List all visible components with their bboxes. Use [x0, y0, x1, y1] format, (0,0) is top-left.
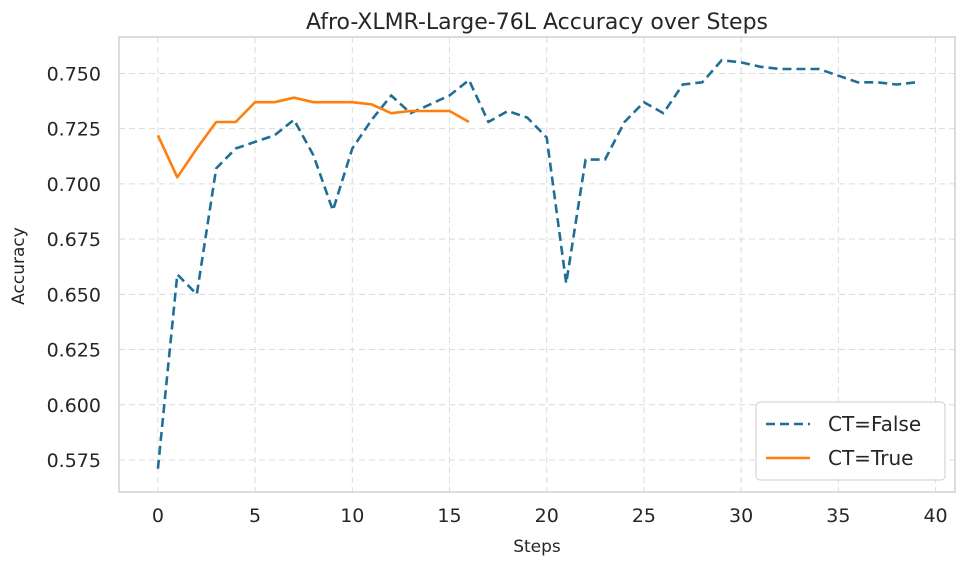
x-tick-label: 15: [437, 505, 461, 527]
y-tick-label: 0.650: [47, 284, 101, 306]
x-tick-label: 40: [923, 505, 947, 527]
series-line-ct-false: [156, 58, 917, 469]
y-tick-label: 0.575: [47, 450, 101, 472]
x-tick-label: 25: [632, 505, 656, 527]
plot-area-frame: [118, 36, 956, 493]
y-tick-label: 0.700: [47, 174, 101, 196]
y-tick-label: 0.625: [47, 340, 101, 362]
y-tick-label: 0.675: [47, 229, 101, 251]
legend-label: CT=True: [828, 446, 913, 470]
chart-title: Afro-XLMR-Large-76L Accuracy over Steps: [306, 10, 768, 35]
y-tick-label: 0.725: [47, 119, 101, 141]
y-tick-label: 0.600: [47, 395, 101, 417]
y-axis-ticks: 0.575 0.600 0.625 0.650 0.675 0.700 0.725 0.750: [47, 63, 101, 472]
x-tick-label: 5: [249, 505, 261, 527]
x-tick-label: 35: [826, 505, 850, 527]
x-tick-label: 30: [729, 505, 753, 527]
legend-label: CT=False: [828, 412, 921, 436]
grid: [119, 37, 955, 492]
series-group: [156, 58, 917, 469]
legend-box: [755, 401, 946, 481]
x-tick-label: 10: [340, 505, 364, 527]
legend: CT=False CT=True: [755, 401, 946, 481]
x-tick-label: 0: [152, 505, 164, 527]
y-axis-label: Accuracy: [9, 227, 29, 305]
x-axis-ticks: 0 5 10 15 20 25 30 35 40: [152, 505, 948, 527]
x-axis-label: Steps: [513, 537, 561, 557]
y-tick-label: 0.750: [47, 63, 101, 85]
x-tick-label: 20: [535, 505, 559, 527]
series-line-ct-true: [156, 96, 470, 179]
